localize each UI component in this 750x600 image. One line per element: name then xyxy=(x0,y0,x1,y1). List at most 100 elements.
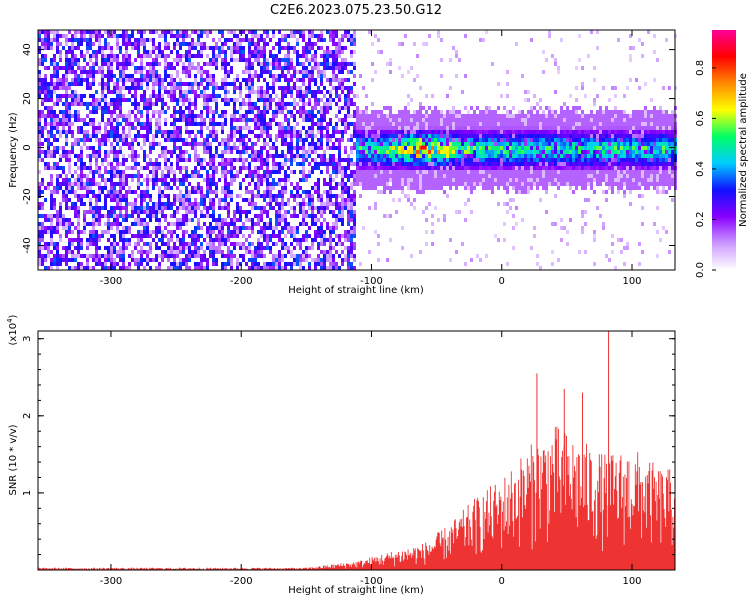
heatmap-cell xyxy=(350,114,353,118)
heatmap-cell xyxy=(296,154,299,158)
heatmap-cell xyxy=(188,130,191,134)
heatmap-cell xyxy=(302,106,305,110)
heatmap-cell xyxy=(263,162,266,166)
heatmap-cell xyxy=(125,226,128,230)
heatmap-cell xyxy=(203,150,206,154)
heatmap-cell xyxy=(326,146,329,150)
heatmap-cell xyxy=(401,170,404,174)
heatmap-cell xyxy=(77,138,80,142)
heatmap-cell xyxy=(422,174,425,178)
heatmap-cell xyxy=(317,178,320,182)
heatmap-cell xyxy=(287,118,290,122)
heatmap-cell xyxy=(248,170,251,174)
heatmap-cell xyxy=(98,222,101,226)
heatmap-cell xyxy=(113,98,116,102)
heatmap-cell xyxy=(260,38,263,42)
heatmap-cell xyxy=(86,186,89,190)
heatmap-cell xyxy=(344,174,347,178)
heatmap-cell xyxy=(185,214,188,218)
heatmap-cell xyxy=(155,206,158,210)
heatmap-cell xyxy=(329,62,332,66)
heatmap-cell xyxy=(281,266,284,270)
heatmap-cell xyxy=(107,230,110,234)
heatmap-cell xyxy=(338,78,341,82)
heatmap-cell xyxy=(335,158,338,162)
heatmap-cell xyxy=(140,58,143,62)
heatmap-cell xyxy=(284,54,287,58)
heatmap-cell xyxy=(86,30,89,34)
heatmap-cell xyxy=(320,62,323,66)
heatmap-cell xyxy=(194,158,197,162)
heatmap-cell xyxy=(248,162,251,166)
heatmap-cell xyxy=(230,182,233,186)
heatmap-cell xyxy=(68,242,71,246)
heatmap-cell xyxy=(56,230,59,234)
heatmap-cell xyxy=(77,246,80,250)
heatmap-cell xyxy=(449,58,452,62)
heatmap-cell xyxy=(83,66,86,70)
heatmap-cell xyxy=(101,230,104,234)
heatmap-cell xyxy=(341,70,344,74)
heatmap-cell xyxy=(107,178,110,182)
heatmap-cell xyxy=(188,218,191,222)
heatmap-cell xyxy=(356,154,359,158)
heatmap-cell xyxy=(146,78,149,82)
heatmap-cell xyxy=(92,150,95,154)
heatmap-cell xyxy=(329,106,332,110)
heatmap-cell xyxy=(344,94,347,98)
heatmap-cell xyxy=(50,142,53,146)
heatmap-cell xyxy=(98,154,101,158)
heatmap-cell xyxy=(38,246,41,250)
heatmap-cell xyxy=(143,74,146,78)
heatmap-cell xyxy=(335,170,338,174)
heatmap-cell xyxy=(320,262,323,266)
heatmap-cell xyxy=(290,46,293,50)
heatmap-cell xyxy=(443,126,446,130)
heatmap-cell xyxy=(152,30,155,34)
heatmap-cell xyxy=(389,190,392,194)
heatmap-cell xyxy=(107,226,110,230)
heatmap-cell xyxy=(293,262,296,266)
heatmap-cell xyxy=(314,150,317,154)
heatmap-cell xyxy=(209,118,212,122)
heatmap-cell xyxy=(359,158,362,162)
heatmap-cell xyxy=(155,258,158,262)
heatmap-cell xyxy=(284,226,287,230)
heatmap-cell xyxy=(101,158,104,162)
heatmap-cell xyxy=(242,146,245,150)
heatmap-cell xyxy=(437,166,440,170)
heatmap-cell xyxy=(146,194,149,198)
heatmap-cell xyxy=(176,34,179,38)
heatmap-cell xyxy=(92,134,95,138)
heatmap-cell xyxy=(206,106,209,110)
heatmap-cell xyxy=(224,202,227,206)
heatmap-cell xyxy=(308,50,311,54)
heatmap-cell xyxy=(68,110,71,114)
heatmap-cell xyxy=(425,166,428,170)
heatmap-cell xyxy=(164,242,167,246)
heatmap-cell xyxy=(278,86,281,90)
heatmap-cell xyxy=(233,30,236,34)
heatmap-cell xyxy=(119,178,122,182)
heatmap-cell xyxy=(152,102,155,106)
heatmap-cell xyxy=(134,86,137,90)
heatmap-cell xyxy=(149,50,152,54)
heatmap-cell xyxy=(170,86,173,90)
heatmap-cell xyxy=(287,58,290,62)
heatmap-cell xyxy=(338,210,341,214)
heatmap-cell xyxy=(164,206,167,210)
heatmap-cell xyxy=(248,218,251,222)
heatmap-cell xyxy=(272,226,275,230)
heatmap-cell xyxy=(158,122,161,126)
heatmap-cell xyxy=(356,142,359,146)
heatmap-cell xyxy=(71,266,74,270)
heatmap-cell xyxy=(176,86,179,90)
heatmap-cell xyxy=(296,138,299,142)
heatmap-cell xyxy=(263,262,266,266)
heatmap-cell xyxy=(110,126,113,130)
heatmap-cell xyxy=(446,162,449,166)
heatmap-cell xyxy=(368,158,371,162)
heatmap-cell xyxy=(218,230,221,234)
heatmap-cell xyxy=(44,58,47,62)
heatmap-cell xyxy=(251,242,254,246)
